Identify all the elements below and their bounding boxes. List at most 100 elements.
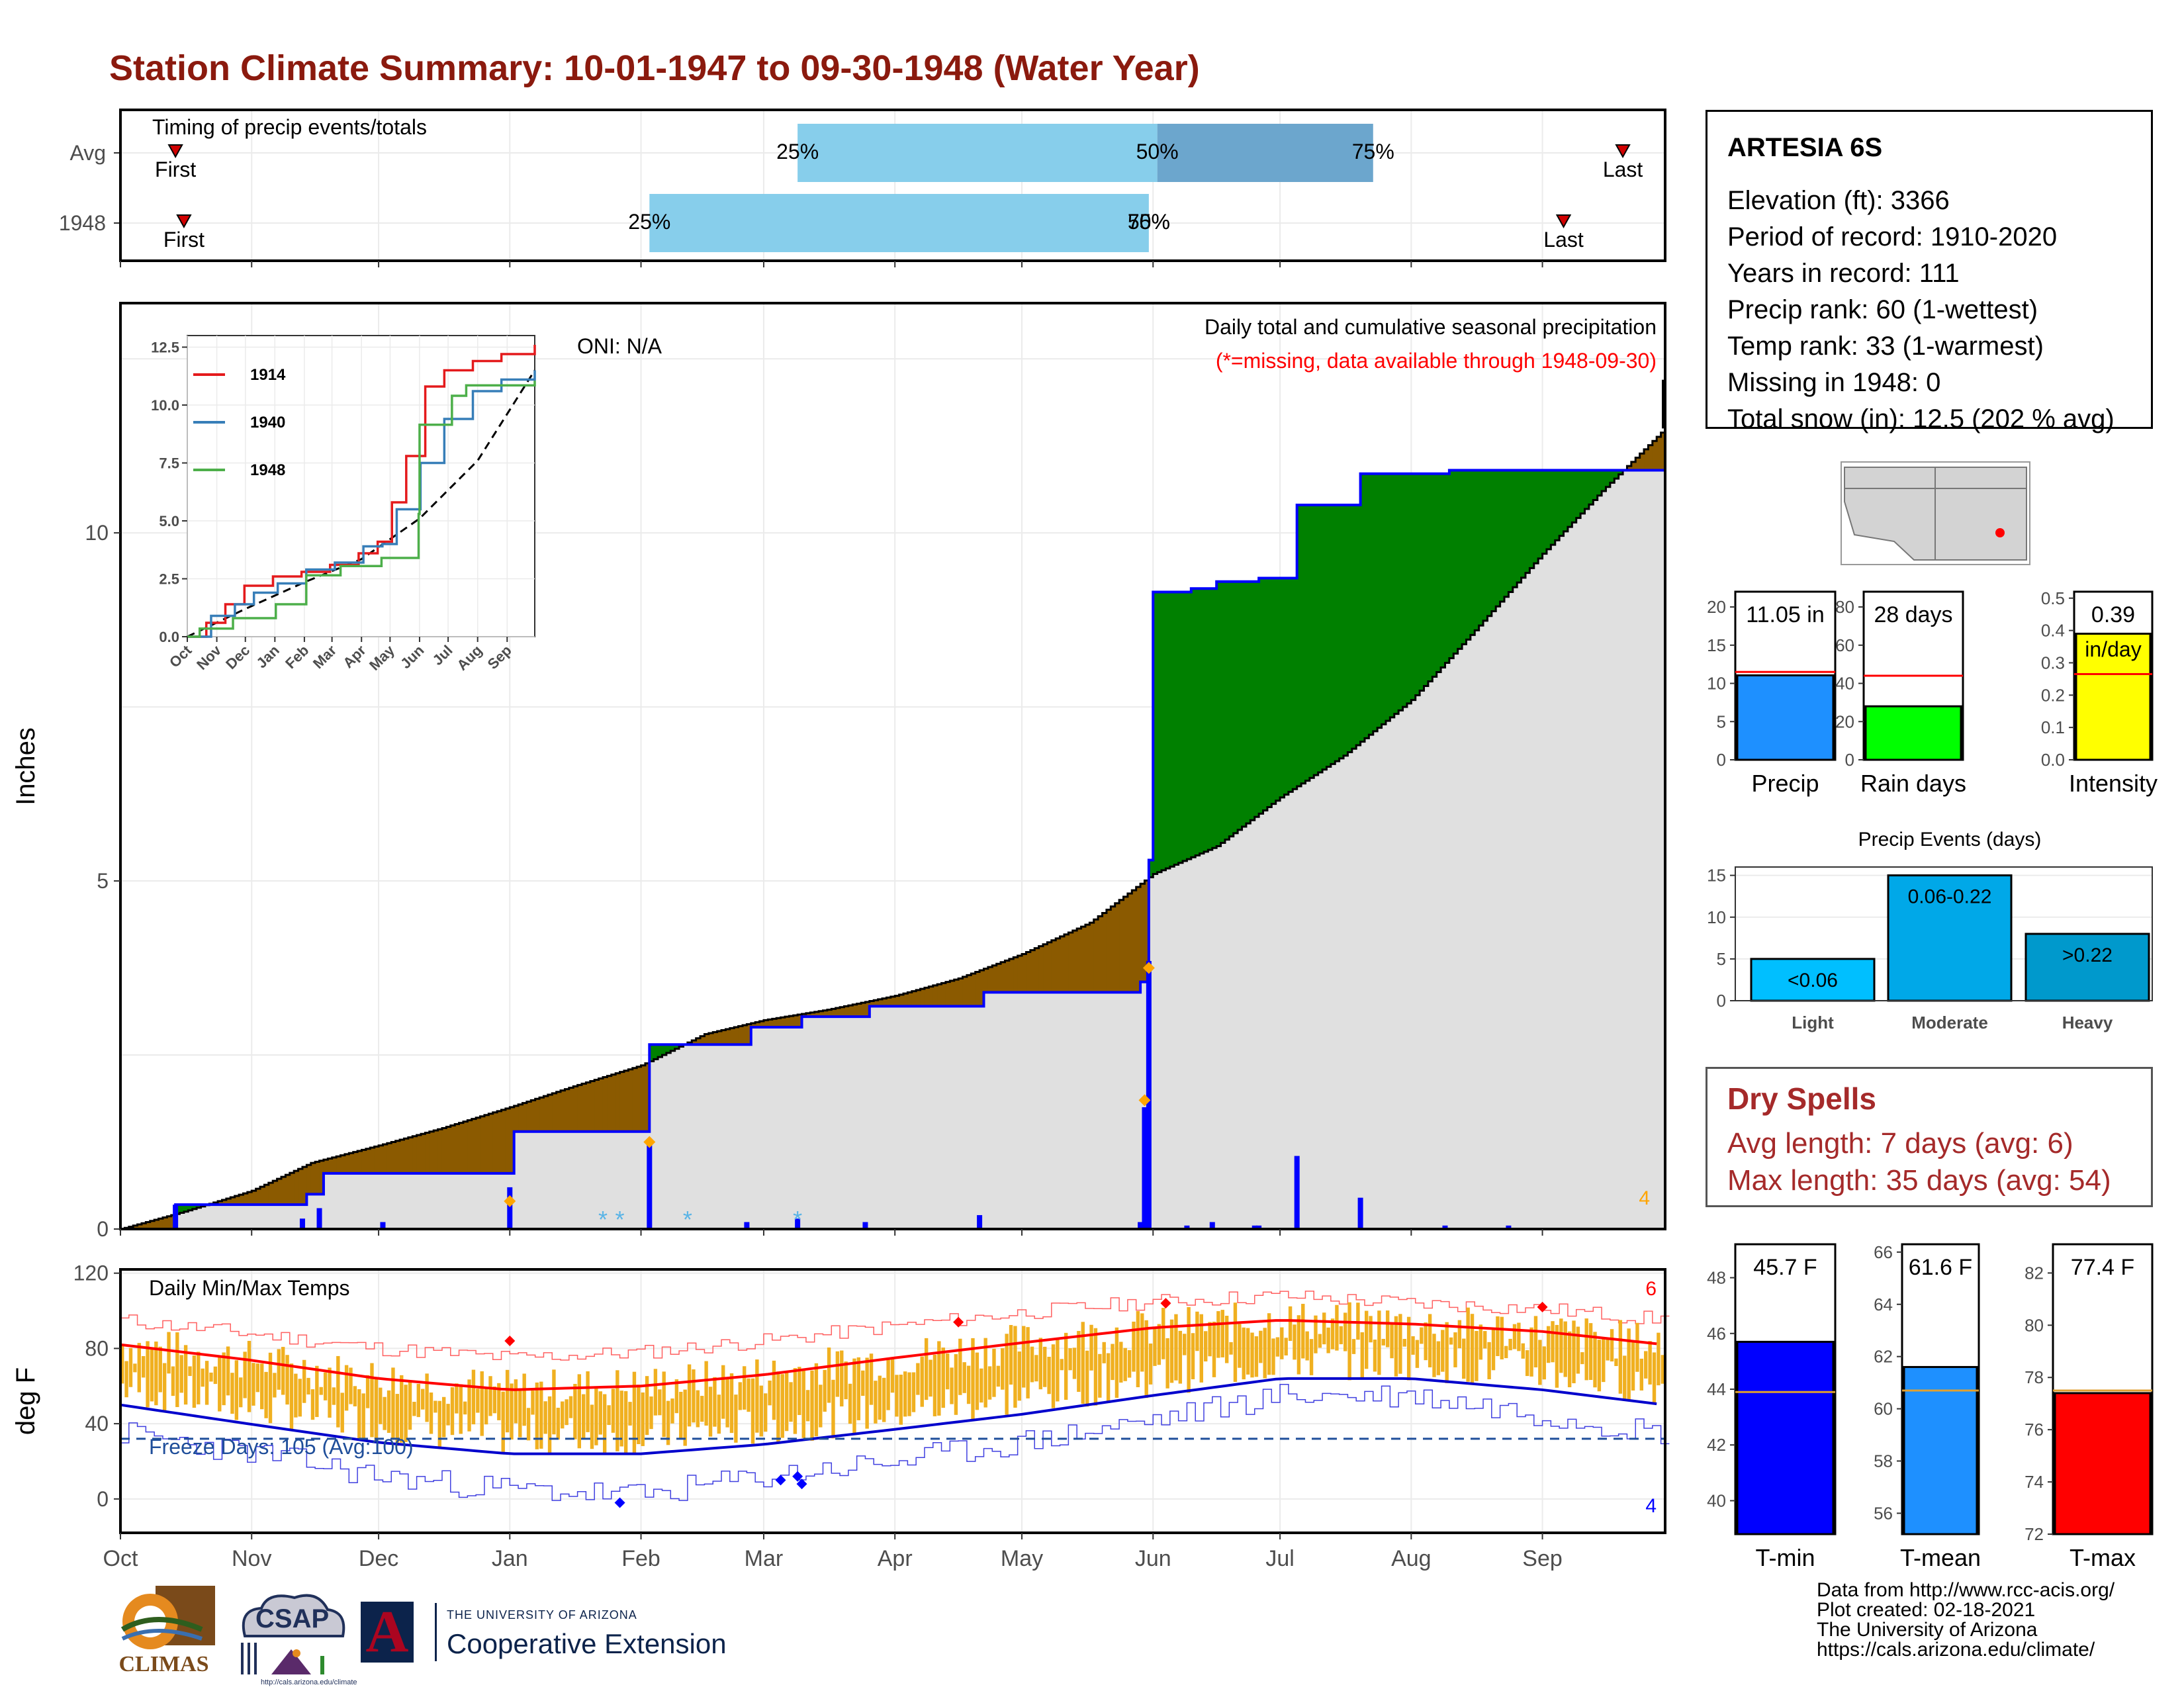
daily-temp-bar <box>336 1355 340 1428</box>
daily-temp-bar <box>1343 1312 1347 1351</box>
below-normal-band <box>1085 925 1090 993</box>
below-normal-band <box>780 1017 786 1027</box>
daily-temp-bar <box>1606 1339 1610 1361</box>
avg-max-temp-line <box>120 1319 1657 1391</box>
above-normal-band <box>1542 470 1547 554</box>
below-normal-band <box>281 1177 286 1205</box>
observed-cumulative-line <box>120 459 1666 1230</box>
above-normal-band <box>1402 473 1408 708</box>
above-normal-band <box>1309 505 1314 778</box>
daily-temp-bar <box>429 1393 433 1434</box>
daily-temp-bar <box>514 1379 518 1424</box>
daily-temp-bar <box>848 1383 852 1424</box>
daily-temp-bar <box>1093 1328 1098 1406</box>
totals-intensity-bar <box>2075 633 2152 761</box>
below-normal-band <box>1631 461 1636 471</box>
daily-temp-bar <box>1428 1314 1432 1367</box>
above-normal-band <box>1326 505 1332 767</box>
daily-temp-bar <box>861 1370 865 1396</box>
below-normal-band <box>869 1001 874 1007</box>
inset-y-tick-label: 5.0 <box>159 513 179 529</box>
below-normal-band <box>488 1113 494 1173</box>
daily-temp-bar <box>1284 1338 1288 1356</box>
csap-emblem <box>241 1594 345 1674</box>
above-normal-band <box>1242 581 1247 827</box>
below-normal-band <box>598 1078 604 1132</box>
daily-temp-bar <box>734 1394 738 1443</box>
below-normal-band <box>222 1199 227 1205</box>
above-normal-band <box>188 1205 193 1211</box>
above-normal-band <box>1216 581 1222 846</box>
daily-temp-bar <box>518 1389 522 1438</box>
daily-temp-bar <box>1479 1324 1483 1360</box>
below-normal-band <box>547 1094 553 1132</box>
daily-temp-bar <box>1106 1353 1111 1403</box>
daily-temp-bar <box>243 1351 247 1398</box>
page-title: Station Climate Summary: 10-01-1947 to 0… <box>109 48 1200 88</box>
totals-rain-days-y-tick-label: 80 <box>1835 597 1854 617</box>
daily-temp-bar <box>289 1363 294 1431</box>
daily-temp-bar <box>1470 1314 1475 1383</box>
above-normal-band <box>197 1205 202 1208</box>
daily-temp-bar <box>1068 1348 1072 1371</box>
below-normal-band <box>1123 896 1128 993</box>
timing-bar-50-75 <box>1157 124 1373 182</box>
below-normal-band <box>865 1001 870 1017</box>
below-normal-band <box>814 1011 819 1017</box>
daily-temp-bar <box>404 1385 408 1442</box>
daily-temp-bar <box>1546 1326 1551 1363</box>
above-normal-band <box>1390 473 1395 717</box>
daily-temp-bar <box>1631 1342 1635 1391</box>
below-normal-band <box>704 1034 709 1045</box>
month-label: Dec <box>359 1546 398 1571</box>
below-normal-band <box>882 998 887 1007</box>
daily-precip-diamond <box>504 1195 516 1207</box>
record-low-diamond <box>614 1497 625 1508</box>
below-normal-band <box>615 1073 621 1132</box>
daily-temp-bar <box>1525 1350 1529 1377</box>
below-normal-band <box>950 980 955 1007</box>
above-normal-band <box>1618 470 1623 475</box>
above-normal-band <box>1246 581 1251 824</box>
below-normal-band <box>1132 890 1137 993</box>
above-normal-band <box>1504 470 1510 597</box>
record-high-diamond <box>1160 1298 1171 1309</box>
daily-temp-bar <box>294 1373 298 1418</box>
snow-day-marker: * <box>793 1206 802 1233</box>
below-normal-band <box>992 965 997 993</box>
daily-temp-bar <box>306 1377 310 1394</box>
above-normal-band <box>1364 473 1369 739</box>
timing-marker-last <box>1615 144 1631 159</box>
inset-y-tick-label: 0.0 <box>159 629 179 645</box>
daily-temp-bar <box>1652 1352 1657 1404</box>
timing-label-50: 50% <box>1128 210 1170 234</box>
timing-label-first: First <box>155 158 196 181</box>
precip-events-y-tick-label: 10 <box>1707 907 1726 927</box>
daily-temp-bar <box>450 1387 455 1436</box>
ua-university-name: THE UNIVERSITY OF ARIZONA <box>447 1608 637 1622</box>
below-normal-band <box>556 1091 561 1132</box>
daily-temp-bar <box>742 1366 747 1410</box>
temp-mean-tmax-y-tick-label: 82 <box>2025 1263 2044 1283</box>
below-normal-band <box>154 1219 159 1229</box>
precip-events-bar-label: <0.06 <box>1788 970 1838 991</box>
below-normal-band <box>747 1024 752 1045</box>
daily-temp-bar <box>1597 1340 1602 1392</box>
below-normal-band <box>1098 916 1103 993</box>
above-normal-band <box>1436 473 1441 672</box>
above-normal-band <box>1441 473 1446 668</box>
above-normal-band <box>1428 473 1433 682</box>
climas-logo: CLIMAS <box>109 1583 218 1682</box>
above-normal-band <box>1466 470 1471 640</box>
temp-mean-tmax-y-tick-label: 78 <box>2025 1367 2044 1387</box>
daily-temp-bar <box>260 1363 264 1410</box>
below-normal-band <box>463 1121 468 1173</box>
below-normal-band <box>302 1167 307 1205</box>
oni-label: ONI: N/A <box>577 334 662 358</box>
daily-temp-bar <box>1330 1318 1335 1349</box>
totals-intensity-y-tick-label: 0.5 <box>2041 588 2065 608</box>
above-normal-band <box>1606 470 1611 487</box>
daily-temp-bar <box>480 1371 484 1436</box>
above-normal-band <box>1174 592 1179 865</box>
temp-y-axis-label: deg F <box>11 1367 40 1435</box>
